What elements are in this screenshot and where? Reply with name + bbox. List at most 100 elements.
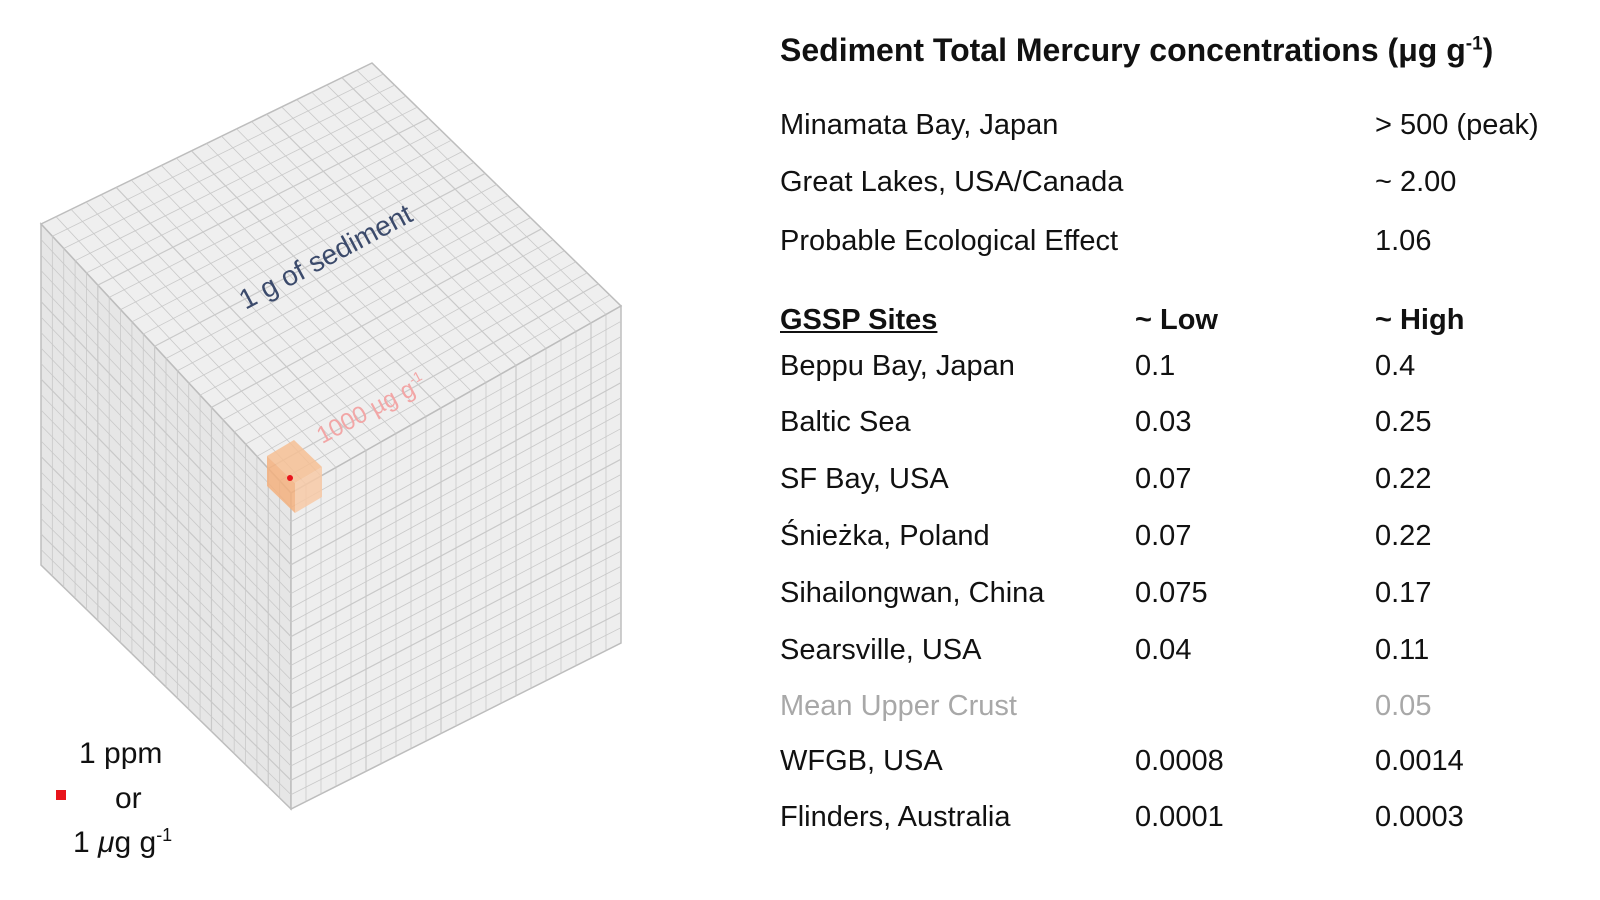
gssp-header-high: ~ High <box>1375 304 1465 336</box>
site-low: 0.04 <box>1135 634 1192 666</box>
grid-line <box>40 487 292 738</box>
grid-line <box>40 518 292 767</box>
site-name: Great Lakes, USA/Canada <box>780 166 1124 198</box>
site-name: SF Bay, USA <box>780 463 949 495</box>
site-high: 0.22 <box>1375 520 1432 552</box>
gssp-row: Sihailongwan, China 0.075 0.17 <box>770 577 1590 617</box>
grid-line <box>290 489 622 666</box>
grid-line <box>40 456 292 709</box>
site-low: 0.075 <box>1135 577 1208 609</box>
cube-grid-lines <box>40 70 622 802</box>
grid-line <box>222 239 554 420</box>
gssp-row: WFGB, USA 0.0008 0.0014 <box>770 745 1590 785</box>
grid-line <box>290 520 622 695</box>
cube-diagram: 1 g of sediment 1000 µg g-1 1 ppm or 1 μ… <box>0 0 700 900</box>
gssp-row: Flinders, Australia 0.0001 0.0003 <box>770 801 1590 841</box>
site-value: ~ 2.00 <box>1375 166 1457 198</box>
grid-line <box>266 113 517 366</box>
legend-dot <box>56 790 66 800</box>
gssp-row: Beppu Bay, Japan 0.1 0.4 <box>770 350 1590 390</box>
grid-line <box>40 425 292 681</box>
grid-line <box>236 128 487 383</box>
grid-line <box>290 550 622 724</box>
site-name: Minamata Bay, Japan <box>780 109 1059 141</box>
grid-line <box>177 195 509 372</box>
site-name: Baltic Sea <box>780 406 911 438</box>
gssp-row: Baltic Sea 0.03 0.25 <box>770 406 1590 446</box>
grid-line <box>40 533 292 781</box>
site-low: 0.07 <box>1135 520 1192 552</box>
site-name: Śnieżka, Poland <box>780 520 990 552</box>
legend-line-unit: 1 μg g-1 <box>73 825 173 859</box>
mercury-dot <box>287 475 293 481</box>
grid-line <box>40 502 292 752</box>
gssp-header-sites: GSSP Sites <box>780 304 938 336</box>
grid-line <box>199 217 531 396</box>
gssp-row: SF Bay, USA 0.07 0.22 <box>770 463 1590 503</box>
grid-line <box>290 535 622 709</box>
gssp-row: Searsville, USA 0.04 0.11 <box>770 634 1590 674</box>
mercury-table: Sediment Total Mercury concentrations (μ… <box>770 0 1600 900</box>
site-low: 0.0001 <box>1135 801 1224 833</box>
site-high: 0.22 <box>1375 463 1432 495</box>
grid-line <box>40 440 292 695</box>
grid-line <box>290 627 622 795</box>
site-name: WFGB, USA <box>780 745 943 777</box>
grid-line <box>290 581 622 752</box>
grid-line <box>296 99 547 349</box>
site-name: Probable Ecological Effect <box>780 225 1119 257</box>
site-high: 0.25 <box>1375 406 1432 438</box>
grid-line <box>221 135 472 392</box>
grid-line <box>279 294 610 482</box>
gridded-cube: 1 g of sediment 1000 µg g-1 <box>39 62 623 811</box>
grid-line <box>326 84 577 332</box>
site-high: 0.0003 <box>1375 801 1464 833</box>
legend-line-ppm: 1 ppm <box>79 737 163 770</box>
table-title: Sediment Total Mercury concentrations (μ… <box>780 32 1494 68</box>
site-high: 0.11 <box>1375 634 1430 666</box>
site-low: 0.0008 <box>1135 745 1224 777</box>
grid-line <box>256 272 588 457</box>
gssp-header-low: ~ Low <box>1135 304 1218 336</box>
site-high: 0.17 <box>1375 577 1432 609</box>
grid-line <box>165 184 497 359</box>
grid-line <box>188 206 520 384</box>
site-name: Mean Upper Crust <box>780 690 1017 722</box>
highlight-cube-right <box>295 467 322 513</box>
site-low: 0.03 <box>1135 406 1192 438</box>
grid-line <box>290 474 622 652</box>
reference-row: Great Lakes, USA/Canada ~ 2.00 <box>770 166 1590 206</box>
grid-line <box>290 596 622 767</box>
site-high: 0.0014 <box>1375 745 1464 777</box>
grid-line <box>40 394 292 652</box>
gssp-row-muted: Mean Upper Crust 0.05 <box>770 690 1590 730</box>
grid-line <box>40 471 292 724</box>
site-high: 0.4 <box>1375 350 1416 382</box>
grid-line <box>40 549 292 795</box>
grid-line <box>211 228 543 408</box>
highlight-cube-top <box>267 440 322 483</box>
grid-line <box>290 566 622 738</box>
grid-line <box>311 91 562 341</box>
site-name: Searsville, USA <box>780 634 982 666</box>
grid-line <box>356 70 607 315</box>
site-value: 1.06 <box>1375 225 1432 257</box>
grid-line <box>245 261 576 445</box>
grid-line <box>290 504 622 681</box>
grid-line <box>251 121 502 375</box>
grid-line <box>341 77 592 324</box>
grid-line <box>267 283 599 470</box>
highlight-cube-left <box>267 456 295 513</box>
legend-line-or: or <box>115 782 142 815</box>
site-name: Flinders, Australia <box>780 801 1011 833</box>
site-high: 0.05 <box>1375 690 1432 722</box>
site-name: Beppu Bay, Japan <box>780 350 1015 382</box>
site-low: 0.1 <box>1135 350 1176 382</box>
site-low: 0.07 <box>1135 463 1192 495</box>
grid-line <box>281 106 532 358</box>
grid-line <box>40 409 292 666</box>
site-value: > 500 (peak) <box>1375 109 1539 141</box>
grid-line <box>290 611 622 781</box>
site-name: Sihailongwan, China <box>780 577 1045 609</box>
reference-row: Minamata Bay, Japan > 500 (peak) <box>770 109 1590 149</box>
